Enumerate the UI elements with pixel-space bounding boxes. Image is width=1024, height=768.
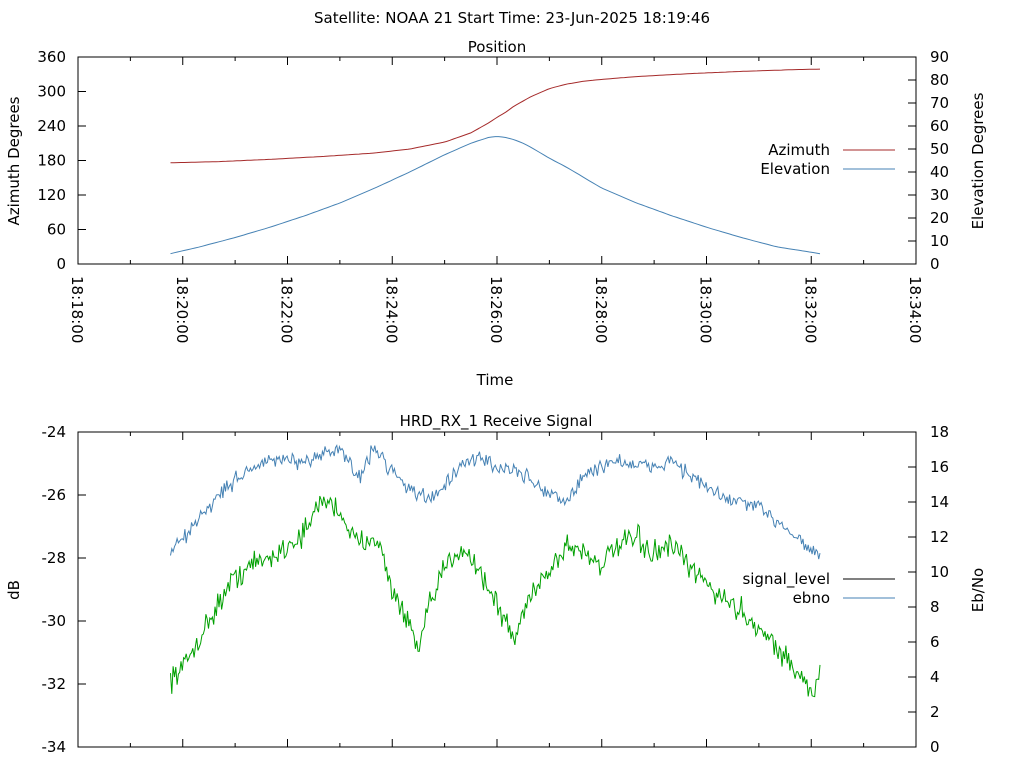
signal-ylabel: dB — [5, 580, 23, 600]
y2-tick-label: 18 — [930, 423, 949, 441]
y2-tick-label: 60 — [930, 117, 949, 135]
Azimuth-series-line — [170, 68, 821, 164]
y2-tick-label: 6 — [930, 633, 940, 651]
y-tick-label: -28 — [42, 549, 67, 567]
y-tick-label: -34 — [42, 738, 67, 756]
figure-title: Satellite: NOAA 21 Start Time: 23-Jun-20… — [314, 9, 710, 27]
signal_level-series-line — [170, 495, 821, 698]
y2-tick-label: 70 — [930, 94, 949, 112]
y-tick-label: 360 — [37, 48, 66, 66]
y-tick-label: -24 — [42, 423, 67, 441]
signal-title: HRD_RX_1 Receive Signal — [400, 412, 593, 431]
y2-tick-label: 0 — [930, 738, 940, 756]
y2-tick-label: 12 — [930, 528, 949, 546]
y2-tick-label: 80 — [930, 71, 949, 89]
y-tick-label: -32 — [42, 675, 67, 693]
y-tick-label: 240 — [37, 117, 66, 135]
x-tick-label: 18:28:00 — [592, 276, 610, 343]
x-tick-label: 18:32:00 — [801, 276, 819, 343]
x-tick-label: 18:18:00 — [68, 276, 86, 343]
x-tick-label: 18:34:00 — [906, 276, 924, 343]
legend-label: Elevation — [760, 160, 830, 178]
y2-tick-label: 30 — [930, 186, 949, 204]
y2-tick-label: 16 — [930, 458, 949, 476]
y2-tick-label: 10 — [930, 232, 949, 250]
y2-tick-label: 10 — [930, 563, 949, 581]
position-plot: Position Time Azimuth Degrees Elevation … — [5, 38, 987, 389]
y2-tick-label: 4 — [930, 668, 940, 686]
ebno-series-line — [170, 444, 821, 560]
x-tick-label: 18:24:00 — [382, 276, 400, 343]
y2-tick-label: 8 — [930, 598, 940, 616]
y-tick-label: 120 — [37, 186, 66, 204]
y2-tick-label: 14 — [930, 493, 949, 511]
position-ylabel: Azimuth Degrees — [5, 96, 23, 225]
x-tick-label: 18:30:00 — [697, 276, 715, 343]
y2-tick-label: 2 — [930, 703, 940, 721]
y2-tick-label: 0 — [930, 255, 940, 273]
x-tick-label: 18:22:00 — [278, 276, 296, 343]
legend-label: ebno — [793, 589, 830, 607]
signal-y2label: Eb/No — [969, 568, 987, 612]
y-tick-label: 300 — [37, 83, 66, 101]
x-tick-label: 18:20:00 — [173, 276, 191, 343]
signal-plot: HRD_RX_1 Receive Signal dB Eb/No -34 -32 -… — [5, 412, 987, 756]
legend-label: Azimuth — [768, 141, 830, 159]
y-tick-label: 180 — [37, 152, 66, 170]
position-y2label: Elevation Degrees — [969, 92, 987, 229]
y-tick-label: 0 — [56, 255, 66, 273]
signal-plot-frame — [77, 431, 917, 748]
legend-label: signal_level — [742, 570, 830, 589]
y2-tick-label: 50 — [930, 140, 949, 158]
Elevation-series-line — [170, 136, 821, 255]
y-tick-label: -26 — [42, 486, 67, 504]
position-title: Position — [468, 38, 526, 56]
y2-tick-label: 20 — [930, 209, 949, 227]
y2-tick-label: 40 — [930, 163, 949, 181]
x-tick-label: 18:26:00 — [487, 276, 505, 343]
y2-tick-label: 90 — [930, 48, 949, 66]
position-xlabel: Time — [476, 371, 514, 389]
y-tick-label: 60 — [47, 221, 66, 239]
y-tick-label: -30 — [42, 612, 67, 630]
